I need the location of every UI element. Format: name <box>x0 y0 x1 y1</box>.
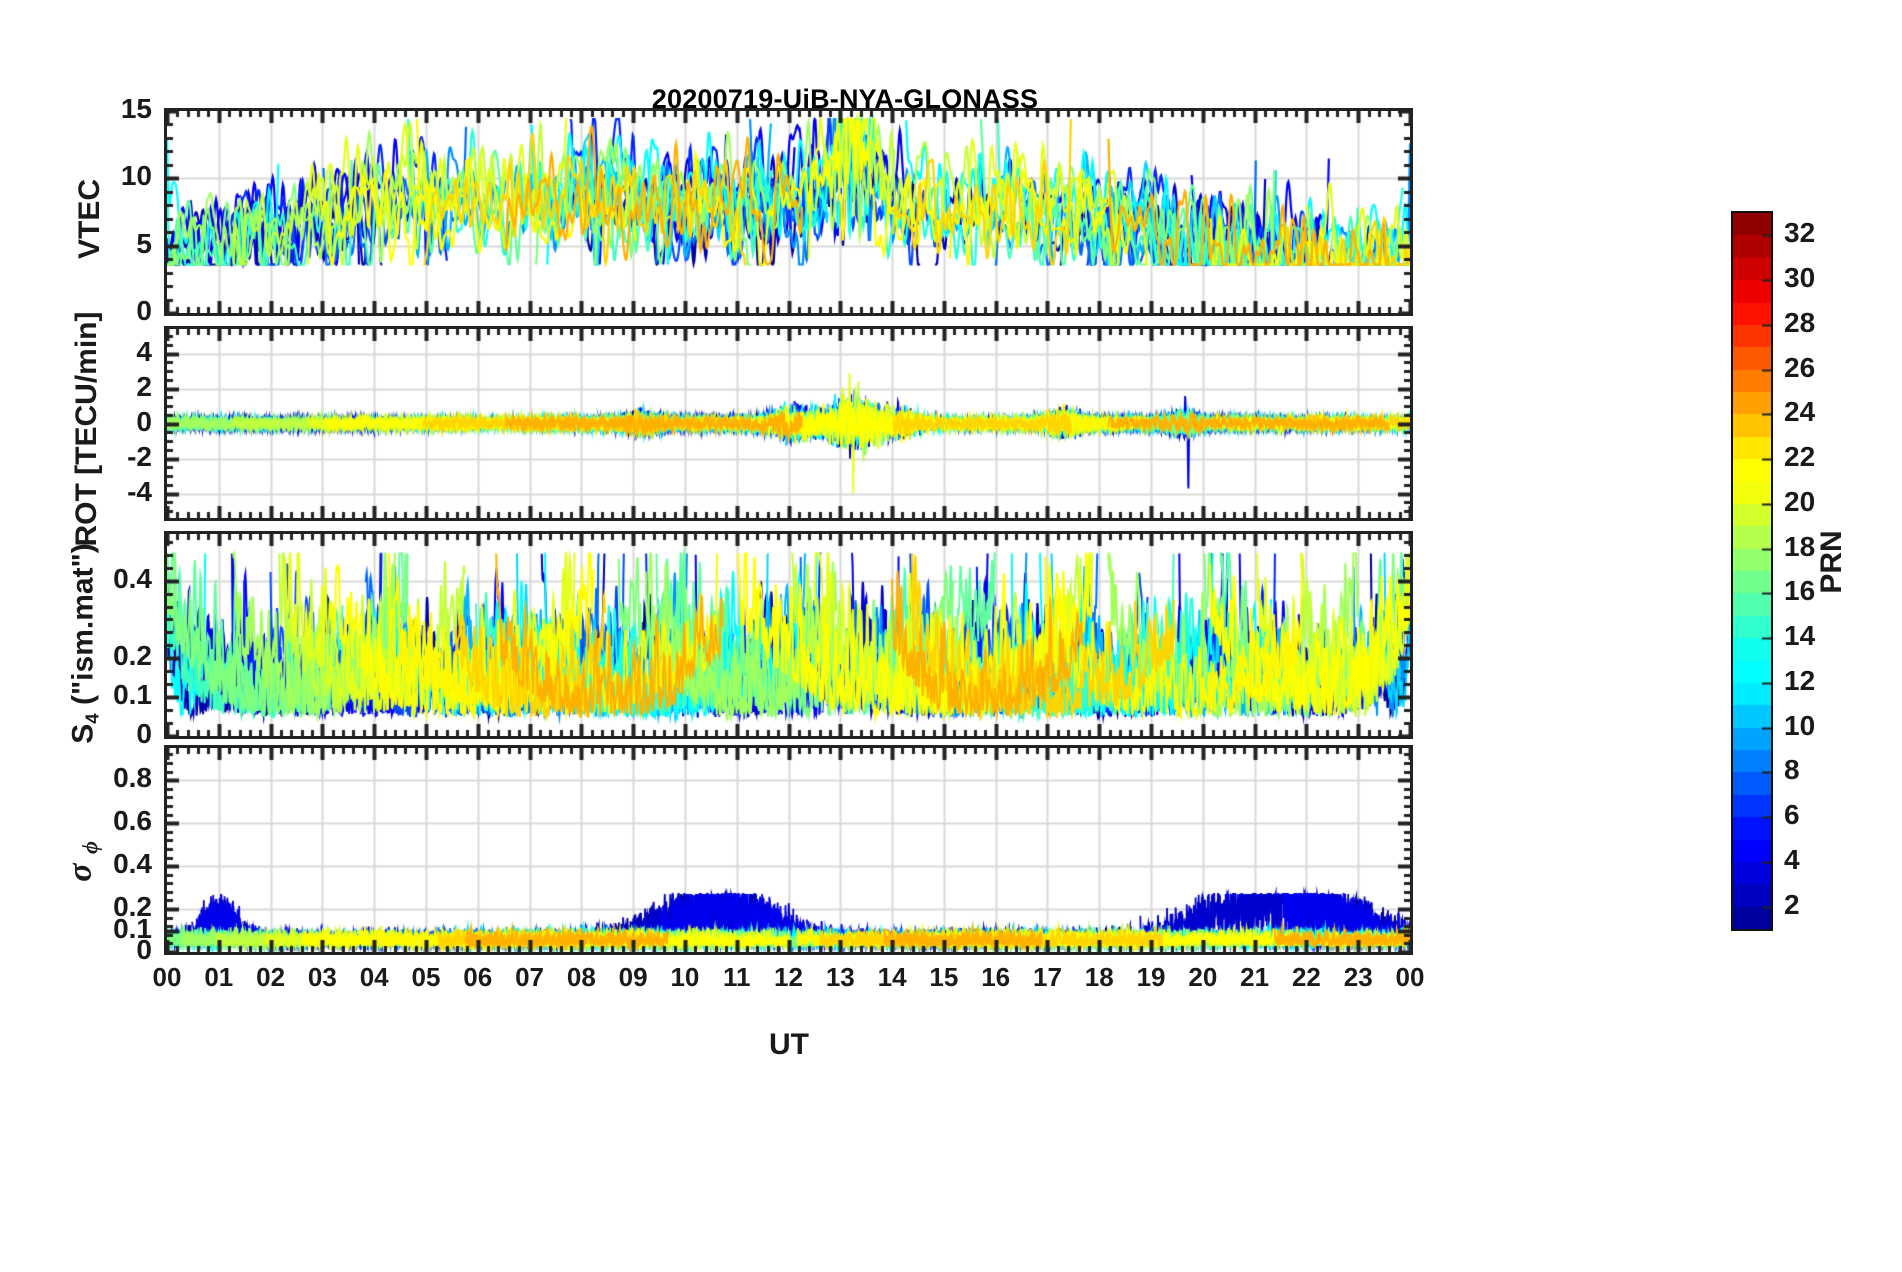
colorbar-tick-4: 4 <box>1784 843 1800 875</box>
y-tick-sigma-phi-3: 0.2 <box>113 891 152 923</box>
colorbar-prn <box>1731 211 1773 931</box>
x-tick-20: 20 <box>1188 962 1218 992</box>
panel-s4 <box>164 531 1413 739</box>
y-tick-s4-1: 0.2 <box>113 640 152 672</box>
panel-rot <box>164 326 1413 521</box>
y-tick-rot-3: -2 <box>127 440 152 472</box>
x-tick-22: 22 <box>1291 962 1321 992</box>
x-tick-15: 15 <box>929 962 959 992</box>
x-tick-21: 21 <box>1240 962 1270 992</box>
x-tick-9: 09 <box>618 962 648 992</box>
y-tick-sigma-phi-5: 0 <box>136 934 152 965</box>
y-tick-rot-0: 4 <box>136 335 152 367</box>
colorbar-tick-2: 2 <box>1784 888 1800 920</box>
y-tick-rot-1: 2 <box>136 370 152 402</box>
x-tick-23: 23 <box>1343 962 1373 992</box>
y-tick-rot-4: -4 <box>127 475 152 507</box>
colorbar-tick-8: 8 <box>1784 754 1800 786</box>
y-tick-vtec-0: 15 <box>120 93 152 124</box>
y-tick-vtec-2: 5 <box>136 227 152 259</box>
x-tick-17: 17 <box>1032 962 1062 992</box>
x-tick-10: 10 <box>670 962 700 992</box>
colorbar-tick-18: 18 <box>1784 530 1816 562</box>
colorbar-tick-14: 14 <box>1784 620 1816 652</box>
x-tick-2: 02 <box>256 962 286 992</box>
x-tick-11: 11 <box>722 962 751 992</box>
colorbar-tick-26: 26 <box>1784 351 1816 383</box>
y-tick-vtec-3: 0 <box>136 295 152 326</box>
colorbar-tick-20: 20 <box>1784 485 1816 517</box>
colorbar-tick-16: 16 <box>1784 575 1816 607</box>
x-tick-13: 13 <box>825 962 855 992</box>
y-tick-sigma-phi-2: 0.4 <box>113 848 152 880</box>
x-tick-18: 18 <box>1084 962 1114 992</box>
colorbar-title: PRN <box>1815 530 1848 594</box>
x-tick-19: 19 <box>1136 962 1166 992</box>
y-tick-s4-0: 0.4 <box>113 562 152 594</box>
y-tick-vtec-1: 10 <box>120 160 152 192</box>
y-tick-sigma-phi-4: 0.1 <box>113 912 152 944</box>
y-tick-sigma-phi-0: 0.8 <box>113 762 152 794</box>
x-tick-1: 01 <box>204 962 234 992</box>
colorbar-tick-28: 28 <box>1784 306 1816 338</box>
x-tick-4: 04 <box>359 962 389 992</box>
x-tick-14: 14 <box>877 962 907 992</box>
y-tick-s4-2: 0.1 <box>113 679 152 711</box>
x-tick-16: 16 <box>981 962 1011 992</box>
colorbar-tick-30: 30 <box>1784 262 1816 294</box>
panel-vtec <box>164 108 1413 316</box>
colorbar-tick-6: 6 <box>1784 799 1800 831</box>
y-tick-rot-2: 0 <box>136 405 152 437</box>
x-tick-8: 08 <box>566 962 596 992</box>
colorbar-tick-24: 24 <box>1784 396 1816 428</box>
y-tick-s4-3: 0 <box>136 718 152 749</box>
x-tick-5: 05 <box>411 962 441 992</box>
colorbar-tick-12: 12 <box>1784 664 1816 696</box>
axis-label-ut: UT <box>769 1028 809 1061</box>
x-tick-7: 07 <box>515 962 544 992</box>
panel-sigma-phi <box>164 745 1413 955</box>
x-tick-0: 00 <box>152 962 182 992</box>
x-tick-12: 12 <box>774 962 803 992</box>
x-tick-6: 06 <box>463 962 493 992</box>
y-tick-sigma-phi-1: 0.6 <box>113 805 152 837</box>
colorbar-tick-32: 32 <box>1784 217 1816 249</box>
x-tick-24: 00 <box>1395 962 1425 992</box>
colorbar-tick-22: 22 <box>1784 441 1816 473</box>
colorbar-tick-10: 10 <box>1784 709 1816 741</box>
x-tick-3: 03 <box>307 962 337 992</box>
